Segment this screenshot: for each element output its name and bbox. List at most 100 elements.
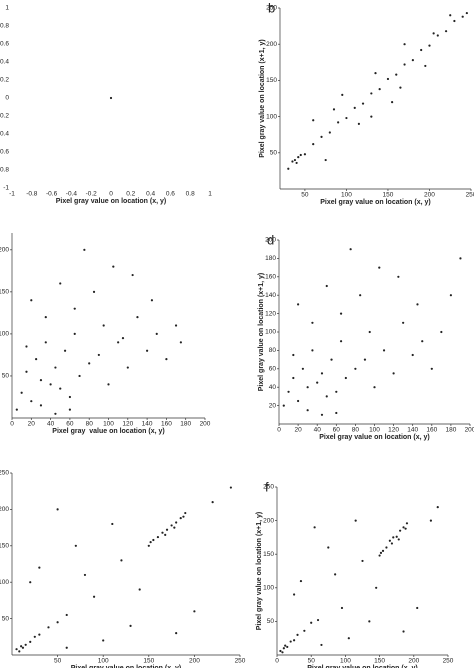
- point: [293, 639, 296, 642]
- y-tick-label: 80: [269, 347, 277, 354]
- point: [175, 632, 178, 635]
- x-tick-label: 40: [47, 421, 55, 428]
- point: [306, 409, 309, 412]
- point: [179, 517, 182, 520]
- point: [297, 156, 300, 159]
- y-tick-label: 150: [266, 77, 277, 84]
- point: [29, 581, 32, 584]
- x-tick-label: 140: [142, 421, 153, 428]
- y-tick-label: 250: [0, 470, 9, 477]
- y-tick-label: 140: [265, 292, 276, 299]
- y-tick-label: -1: [3, 185, 9, 192]
- point: [392, 372, 395, 375]
- point: [65, 646, 68, 649]
- x-tick-label: 0.8: [186, 191, 195, 198]
- point: [449, 294, 452, 297]
- point: [102, 639, 105, 642]
- point: [68, 408, 71, 411]
- point: [299, 153, 302, 157]
- point: [293, 158, 297, 162]
- point: [339, 340, 343, 343]
- x-tick-label: 0.6: [166, 191, 175, 198]
- y-tick-label: -0.8: [0, 167, 9, 174]
- point: [297, 303, 300, 306]
- point: [337, 121, 340, 124]
- y-tick-label: 200: [265, 237, 276, 244]
- point: [21, 646, 25, 649]
- point: [436, 506, 439, 509]
- point: [291, 160, 294, 163]
- y-tick-label: 200: [0, 506, 9, 513]
- point: [353, 106, 356, 110]
- point: [344, 376, 347, 380]
- x-tick-label: 150: [374, 658, 385, 665]
- point: [325, 395, 328, 398]
- point: [73, 307, 76, 310]
- y-tick-label: 100: [0, 331, 9, 338]
- y-axis-label: Pixel gray value on location (x+1, y): [258, 273, 265, 391]
- x-axis-label: Pixel gray value on location (x, y): [52, 428, 164, 435]
- point: [284, 644, 287, 647]
- point: [370, 92, 373, 95]
- point: [411, 59, 414, 62]
- point: [334, 573, 337, 576]
- point: [289, 640, 292, 643]
- point: [465, 11, 468, 15]
- x-axis-label: Pixel gray value on location (x, y): [319, 434, 429, 441]
- point: [25, 370, 28, 373]
- point: [327, 546, 330, 549]
- y-axis-label: Pixel gray value on location (x+1, y): [256, 512, 263, 630]
- point: [328, 131, 331, 134]
- point: [170, 524, 173, 527]
- point: [38, 633, 41, 636]
- point: [121, 337, 125, 340]
- point: [20, 391, 23, 394]
- point: [44, 341, 47, 344]
- point: [292, 376, 295, 380]
- point: [397, 275, 400, 278]
- point: [340, 606, 344, 610]
- point: [363, 358, 367, 361]
- x-tick-label: 160: [161, 421, 172, 428]
- x-tick-label: 0.4: [146, 191, 155, 198]
- x-tick-label: 60: [333, 427, 341, 434]
- point: [395, 535, 398, 538]
- point: [416, 303, 419, 306]
- point: [179, 341, 182, 344]
- y-tick-label: 0.6: [0, 41, 9, 48]
- point: [149, 541, 152, 544]
- point: [155, 332, 158, 336]
- point: [150, 299, 154, 302]
- point: [316, 618, 320, 622]
- point: [279, 649, 282, 653]
- point: [126, 366, 129, 369]
- point: [282, 404, 285, 407]
- point: [15, 408, 18, 411]
- x-tick-label: 180: [445, 427, 456, 434]
- x-axis-label: Pixel gray value on location (x, y): [56, 198, 166, 205]
- point: [39, 379, 43, 382]
- x-tick-label: -0.4: [66, 191, 78, 198]
- point: [147, 544, 150, 547]
- point: [295, 161, 298, 165]
- panel-label: d: [267, 232, 274, 247]
- point: [390, 542, 394, 545]
- point: [461, 15, 464, 18]
- x-tick-label: 0: [10, 421, 14, 428]
- point: [18, 650, 21, 653]
- point: [107, 383, 110, 386]
- point: [83, 573, 87, 577]
- point: [311, 349, 314, 352]
- point: [341, 93, 344, 96]
- x-tick-label: 250: [466, 192, 474, 199]
- panel-label: b: [268, 0, 275, 15]
- point: [161, 531, 164, 534]
- point: [24, 643, 27, 646]
- point: [421, 340, 424, 343]
- x-tick-label: 20: [28, 421, 36, 428]
- x-tick-label: 100: [369, 427, 380, 434]
- x-tick-label: 100: [98, 658, 109, 665]
- point: [402, 321, 405, 324]
- point: [78, 374, 81, 378]
- y-tick-label: 0.2: [0, 77, 9, 84]
